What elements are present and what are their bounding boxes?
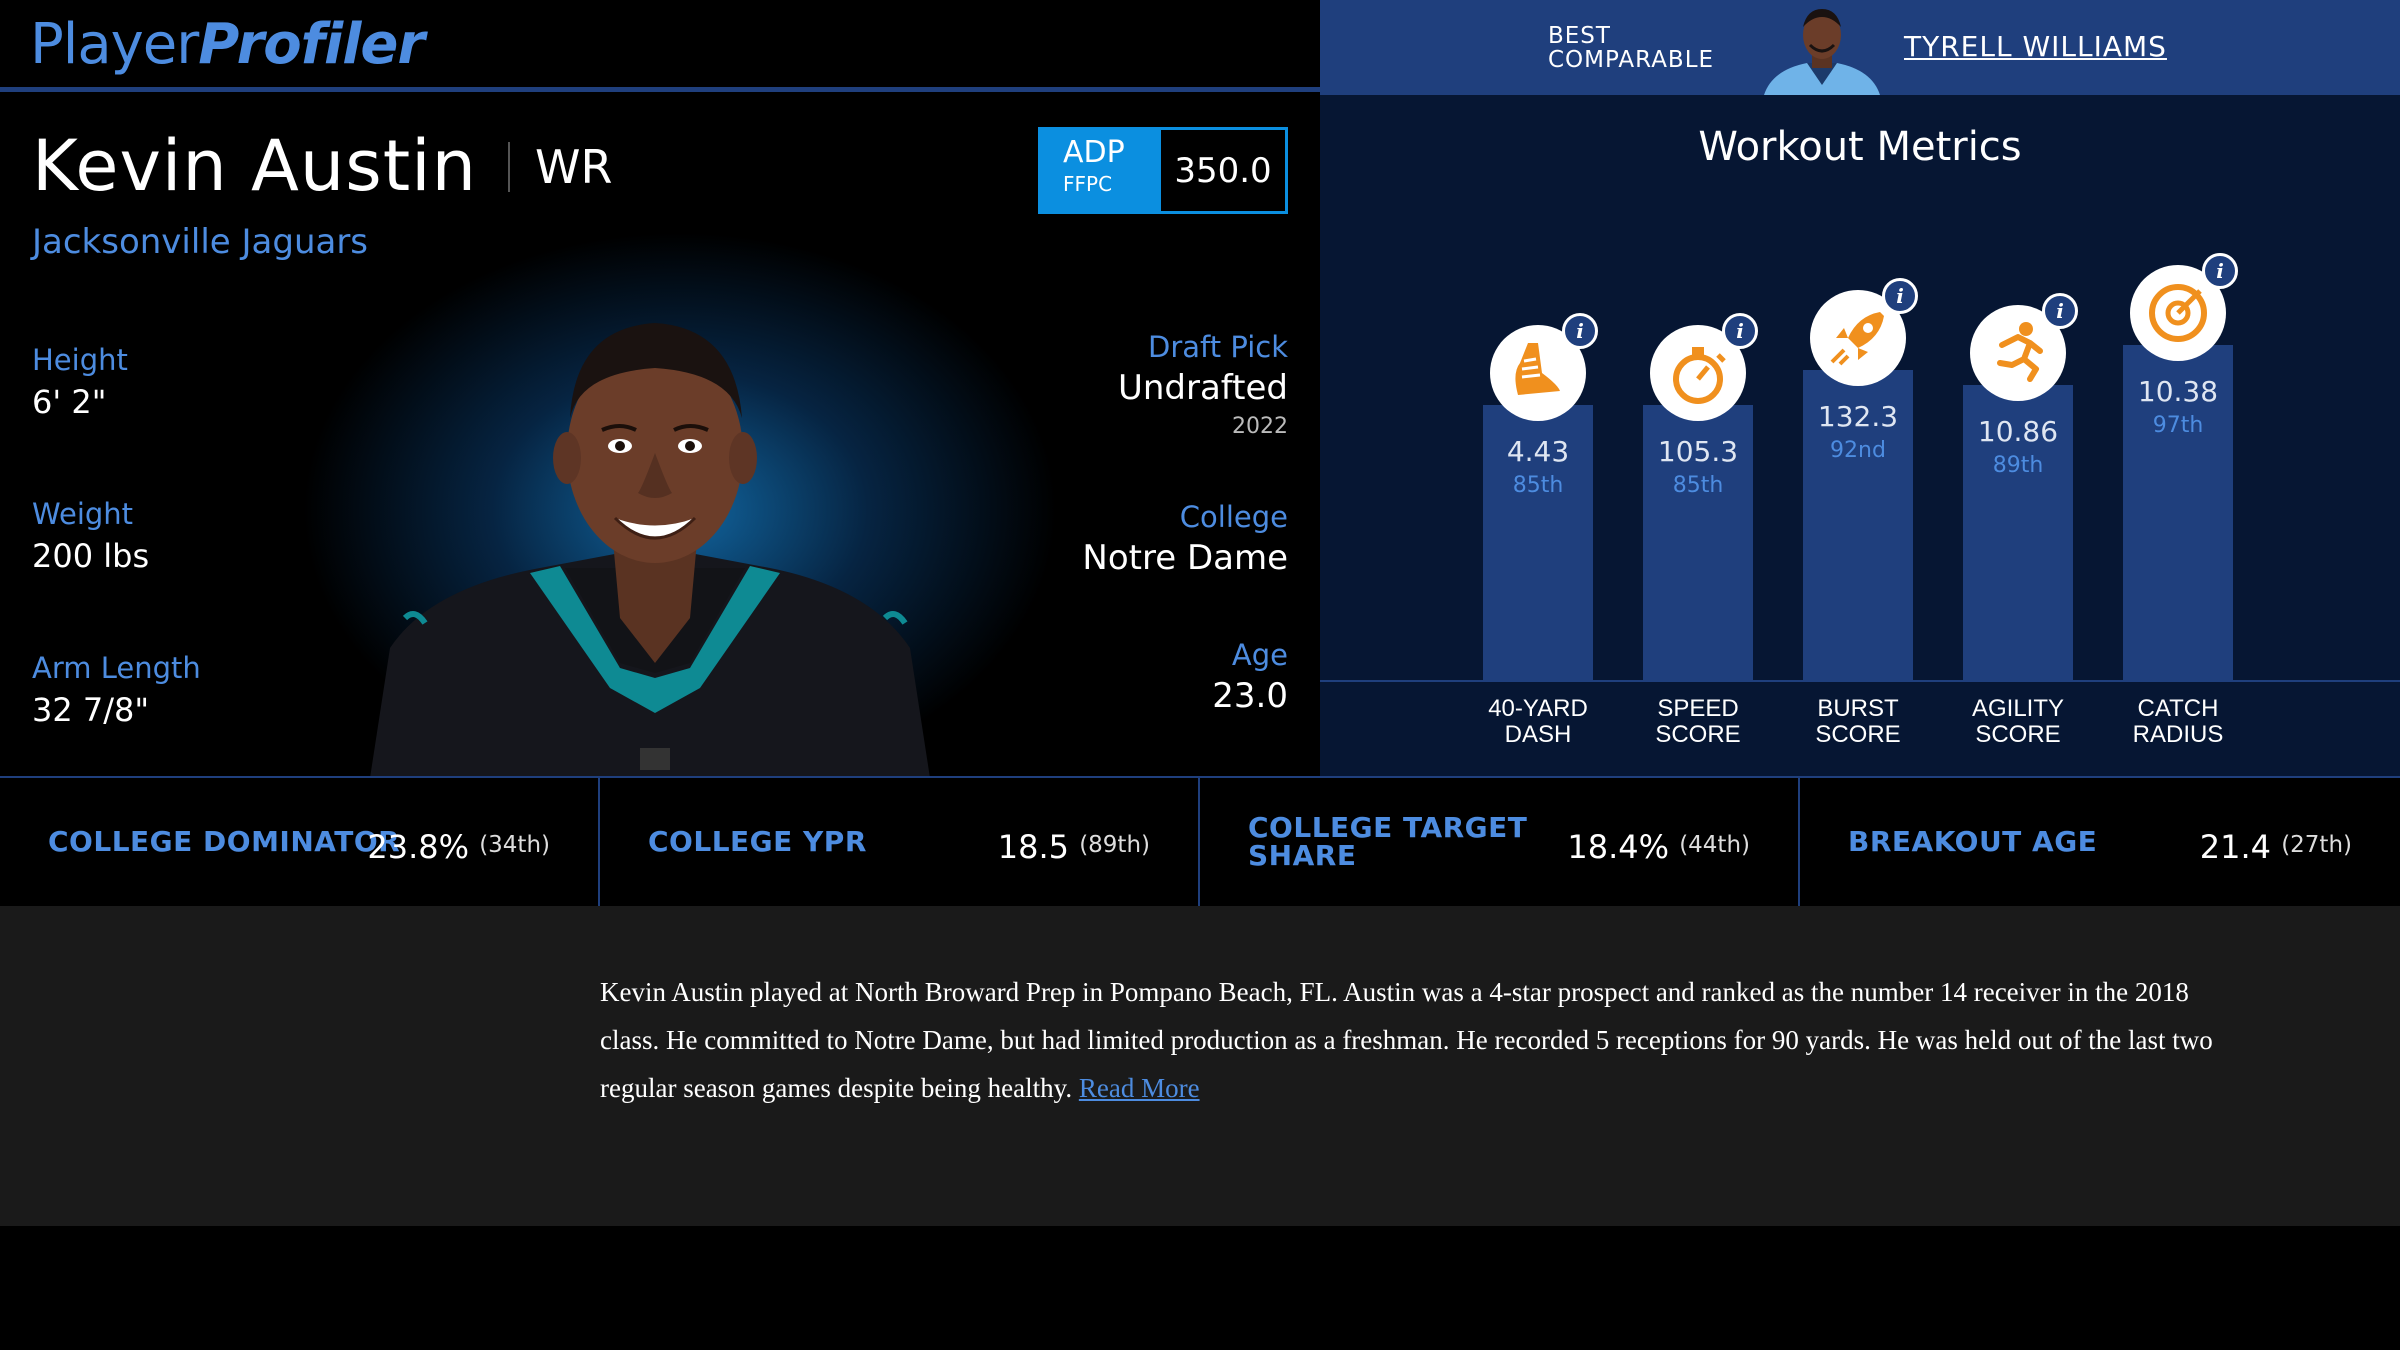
workout-percentile: 97th xyxy=(2152,413,2204,438)
height-value: 6' 2" xyxy=(32,383,107,421)
player-panel: PlayerProfiler Kevin Austin WR Jacksonvi… xyxy=(0,0,1320,776)
workout-value: 4.43 xyxy=(1506,435,1570,468)
draft-year: 2022 xyxy=(1232,414,1288,439)
workout-value: 105.3 xyxy=(1657,435,1739,468)
stat-value: 21.4 (27th) xyxy=(2199,828,2352,866)
adp-label-box: ADP FFPC xyxy=(1041,130,1161,211)
college-label: College xyxy=(1179,500,1288,534)
stat-label: COLLEGE TARGET SHARE xyxy=(1248,811,1528,872)
arm-length-value: 32 7/8" xyxy=(32,691,150,729)
arm-length-field: Arm Length 32 7/8" xyxy=(32,651,201,729)
comparable-avatar xyxy=(1764,9,1880,95)
stat-label: BREAKOUT AGE xyxy=(1848,825,2098,858)
weight-field: Weight 200 lbs xyxy=(32,497,149,575)
workout-bar xyxy=(1643,405,1753,680)
adp-badge: ADP FFPC 350.0 xyxy=(1038,127,1288,214)
workout-percentile: 92nd xyxy=(1830,438,1886,463)
info-icon[interactable]: i xyxy=(2202,253,2238,289)
workout-percentile: 85th xyxy=(1672,473,1724,498)
workout-bar xyxy=(2123,345,2233,680)
draft-pick-label: Draft Pick xyxy=(1148,330,1288,364)
draft-pick-field: Draft Pick Undrafted 2022 xyxy=(1118,330,1288,439)
bio-paragraph: Kevin Austin played at North Broward Pre… xyxy=(600,977,2213,1103)
stat-value: 23.8% (34th) xyxy=(367,828,550,866)
bio-section: Kevin Austin played at North Broward Pre… xyxy=(0,906,2400,1226)
workout-label: 40-YARD DASH xyxy=(1488,695,1588,748)
name-divider xyxy=(508,142,510,192)
workout-label: SPEED SCORE xyxy=(1655,695,1741,748)
arm-length-label: Arm Length xyxy=(32,651,201,685)
college-value: Notre Dame xyxy=(1082,538,1288,578)
chart-baseline xyxy=(1320,680,2400,682)
team-link[interactable]: Jacksonville Jaguars xyxy=(32,222,369,262)
height-label: Height xyxy=(32,343,128,377)
workout-label: BURST SCORE xyxy=(1815,695,1901,748)
stat-breakout-age: BREAKOUT AGE 21.4 (27th) xyxy=(1800,778,2400,906)
workout-label: CATCH RADIUS xyxy=(2132,695,2224,748)
stat-value: 18.5 (89th) xyxy=(997,828,1150,866)
workout-bar xyxy=(1483,405,1593,680)
read-more-link[interactable]: Read More xyxy=(1078,1073,1200,1103)
stat-label: COLLEGE DOMINATOR xyxy=(48,825,401,858)
stat-college-dominator: COLLEGE DOMINATOR 23.8% (34th) xyxy=(0,778,600,906)
stat-value: 18.4% (44th) xyxy=(1567,828,1750,866)
best-comparable-label: BEST COMPARABLE xyxy=(1548,23,1715,73)
height-field: Height 6' 2" xyxy=(32,343,128,421)
best-comparable-bar: BEST COMPARABLE TYRELL WILLIAMS xyxy=(1320,0,2400,95)
workout-bar xyxy=(1963,385,2073,680)
weight-value: 200 lbs xyxy=(32,537,150,575)
adp-source: FFPC xyxy=(1063,172,1113,196)
player-position: WR xyxy=(535,140,613,194)
workout-value: 132.3 xyxy=(1817,400,1899,433)
stat-college-target-share: COLLEGE TARGET SHARE 18.4% (44th) xyxy=(1200,778,1800,906)
info-icon[interactable]: i xyxy=(1562,313,1598,349)
site-logo[interactable]: PlayerProfiler xyxy=(30,12,425,77)
workout-panel: BEST COMPARABLE TYRELL WILLIAMS Workout … xyxy=(1320,0,2400,776)
stat-label: COLLEGE YPR xyxy=(648,825,867,858)
adp-label: ADP xyxy=(1063,135,1125,170)
info-icon[interactable]: i xyxy=(2042,293,2078,329)
adp-value: 350.0 xyxy=(1174,150,1272,191)
workout-value: 10.38 xyxy=(2137,375,2219,408)
info-icon[interactable]: i xyxy=(1882,278,1918,314)
target-icon xyxy=(2130,265,2226,361)
college-stats-row: COLLEGE DOMINATOR 23.8% (34th) COLLEGE Y… xyxy=(0,776,2400,906)
workout-label: AGILITY SCORE xyxy=(1971,695,2065,748)
workout-metrics-title: Workout Metrics xyxy=(1698,124,2022,170)
age-value: 23.0 xyxy=(1212,676,1288,716)
comparable-player-link[interactable]: TYRELL WILLIAMS xyxy=(1904,30,2167,63)
workout-percentile: 85th xyxy=(1512,473,1564,498)
header-bar: PlayerProfiler xyxy=(0,0,1320,92)
age-label: Age xyxy=(1231,638,1288,672)
weight-label: Weight xyxy=(32,497,134,531)
workout-bar xyxy=(1803,370,1913,680)
workout-percentile: 89th xyxy=(1992,453,2044,478)
college-field: College Notre Dame xyxy=(1082,500,1288,578)
player-name: Kevin Austin xyxy=(32,125,477,207)
player-headshot xyxy=(370,323,930,776)
workout-value: 10.86 xyxy=(1977,415,2059,448)
draft-pick-value: Undrafted xyxy=(1117,368,1288,408)
age-field: Age 23.0 xyxy=(1212,638,1288,716)
info-icon[interactable]: i xyxy=(1722,313,1758,349)
stat-college-ypr: COLLEGE YPR 18.5 (89th) xyxy=(600,778,1200,906)
